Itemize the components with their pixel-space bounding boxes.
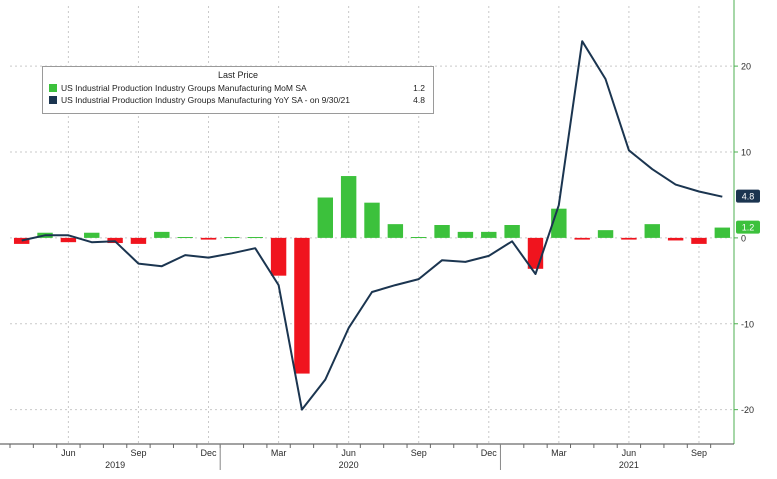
legend-item-mom: US Industrial Production Industry Groups… [49,83,425,95]
mom-bar [84,232,100,238]
x-tick-label: Sep [691,448,707,458]
mom-bar [294,237,310,374]
mom-bar [691,237,707,244]
mom-bar [597,230,614,238]
mom-bar [270,237,287,276]
yoy-line [21,40,723,411]
mom-bar [317,197,333,238]
x-tick-label: Jun [61,448,76,458]
x-tick-label: Mar [271,448,287,458]
mom-bar [154,231,170,238]
legend-swatch-yoy [49,96,57,104]
x-tick-label: Dec [201,448,218,458]
mom-bar [574,237,590,240]
mom-bar [457,231,474,238]
y-tick-label: -20 [741,405,754,415]
mom-bar [130,237,147,244]
axes [0,0,738,470]
mom-bar [714,227,731,238]
tick-labels: -20 -10 0 10 20 Jun Sep Dec Mar Jun Sep Dec Mar Jun Se… [61,62,754,470]
x-tick-label: Sep [130,448,146,458]
year-label: 2020 [339,460,359,470]
mom-bar [200,237,217,240]
legend: Last Price US Industrial Production Indu… [42,66,434,114]
last-value-text: 1.2 [742,223,755,233]
mom-bar [364,202,380,238]
x-tick-label: Jun [341,448,356,458]
y-tick-label: 10 [741,148,751,158]
year-label: 2019 [105,460,125,470]
legend-swatch-mom [49,84,57,92]
mom-bar [667,237,684,241]
y-tick-label: 0 [741,233,746,243]
y-tick-label: 20 [741,62,751,72]
mom-bar [527,237,544,269]
legend-value-mom: 1.2 [413,83,425,93]
year-label: 2021 [619,460,639,470]
x-tick-label: Mar [551,448,567,458]
mom-bar [247,237,263,239]
mom-bar [504,225,520,238]
legend-item-yoy: US Industrial Production Industry Groups… [49,95,425,107]
bar-series [13,176,731,374]
last-value-badge [736,189,760,203]
legend-value-yoy: 4.8 [413,95,425,105]
x-tick-label: Sep [411,448,427,458]
legend-label-mom: US Industrial Production Industry Groups… [61,83,307,93]
mom-bar [224,237,240,239]
mom-bar [644,224,660,238]
line-series [21,40,723,411]
mom-bar [411,237,427,239]
last-value-badge [736,220,760,234]
x-tick-label: Jun [622,448,637,458]
mom-bar [481,231,497,238]
mom-bar [13,237,30,244]
last-value-badges: 4.8 1.2 [736,189,760,234]
mom-bar [387,224,404,238]
mom-bar [60,237,77,243]
last-value-text: 4.8 [742,192,755,202]
mom-bar [621,237,637,240]
mom-bar [177,237,193,239]
legend-title: Last Price [217,70,259,80]
mom-bar [340,176,357,238]
y-tick-label: -10 [741,319,754,329]
x-tick-label: Dec [481,448,498,458]
legend-label-yoy: US Industrial Production Industry Groups… [61,95,351,105]
mom-bar [434,225,450,238]
